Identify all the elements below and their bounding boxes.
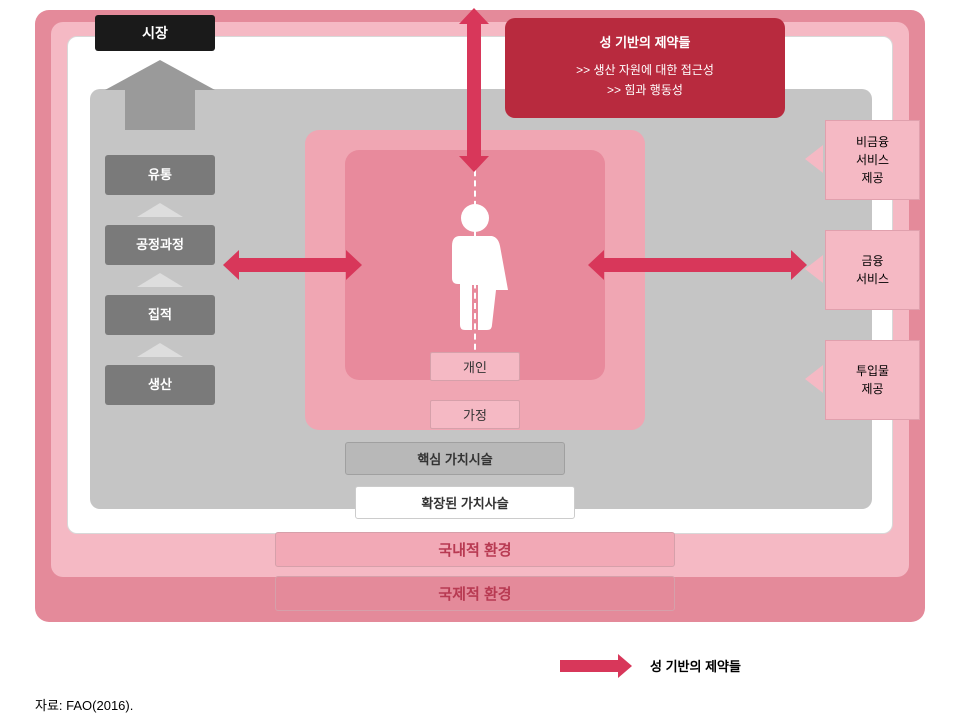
chevron-up-icon xyxy=(137,273,183,287)
layer-label-international: 국제적 환경 xyxy=(275,576,675,611)
service-pointer-icon xyxy=(805,365,823,393)
chevron-up-icon xyxy=(137,343,183,357)
service-pointer-icon xyxy=(805,145,823,173)
service-financial: 금융 서비스 xyxy=(825,230,920,310)
stage-distribution: 유통 xyxy=(105,155,215,195)
person-divider-dashed xyxy=(474,160,476,360)
stage-aggregation: 집적 xyxy=(105,295,215,335)
stage-processing: 공정과정 xyxy=(105,225,215,265)
gender-constraints-callout: 성 기반의 제약들 >> 생산 자원에 대한 접근성 >> 힘과 행동성 xyxy=(505,18,785,118)
market-label: 시장 xyxy=(95,15,215,51)
layer-label-extended: 확장된 가치사슬 xyxy=(355,486,575,519)
service-inputs: 투입물 제공 xyxy=(825,340,920,420)
legend-label: 성 기반의 제약들 xyxy=(650,656,741,675)
upward-arrow-icon xyxy=(105,60,215,125)
callout-line2: >> 힘과 행동성 xyxy=(517,80,773,100)
constraint-arrow-vertical xyxy=(467,20,481,160)
service-pointer-icon xyxy=(805,255,823,283)
household-label: 가정 xyxy=(430,400,520,429)
legend: 성 기반의 제약들 xyxy=(560,656,741,675)
constraint-arrow-left xyxy=(235,258,350,272)
constraint-arrow-right xyxy=(600,258,795,272)
source-citation: 자료: FAO(2016). xyxy=(35,695,133,714)
callout-line1: >> 생산 자원에 대한 접근성 xyxy=(517,60,773,80)
layer-label-domestic: 국내적 환경 xyxy=(275,532,675,567)
callout-title: 성 기반의 제약들 xyxy=(517,32,773,54)
layer-label-core: 핵심 가치시슬 xyxy=(345,442,565,475)
chevron-up-icon xyxy=(137,203,183,217)
legend-arrow-icon xyxy=(560,660,620,672)
value-chain-stages-column: 유통 공정과정 집적 생산 xyxy=(95,60,225,450)
individual-label: 개인 xyxy=(430,352,520,381)
stage-production: 생산 xyxy=(105,365,215,405)
gender-value-chain-diagram: 시장 유통 공정과정 집적 생산 개인 가정 성 기반의 제약들 >> 생산 자… xyxy=(35,10,925,640)
service-nonfinancial: 비금융 서비스 제공 xyxy=(825,120,920,200)
